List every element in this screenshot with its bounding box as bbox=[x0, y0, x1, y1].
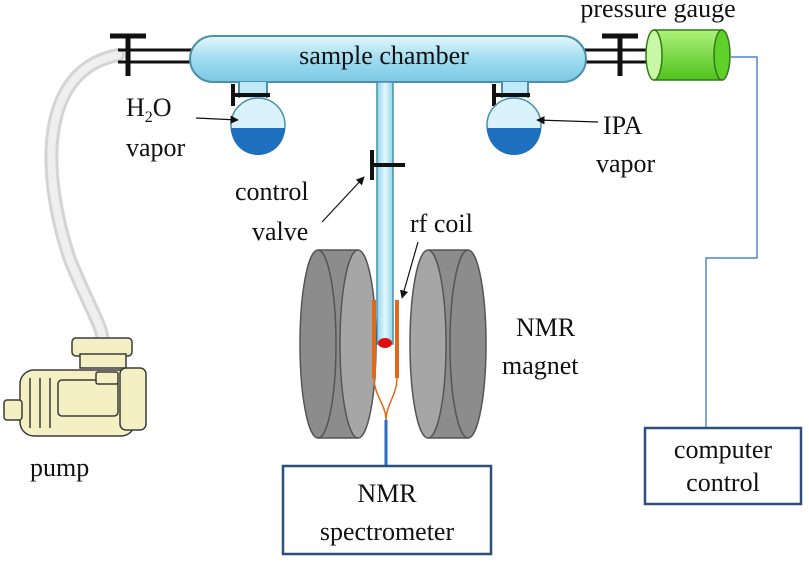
computer-line1: computer bbox=[674, 435, 773, 464]
magnet-right bbox=[409, 249, 487, 439]
magnet-left bbox=[299, 249, 377, 439]
h2o-flask bbox=[230, 82, 286, 155]
h2o-vapor-label: vapor bbox=[126, 133, 186, 162]
computer-line2: control bbox=[686, 468, 760, 497]
spectrometer-line1: NMR bbox=[357, 479, 417, 508]
sample-chamber-label: sample chamber bbox=[299, 41, 469, 70]
pump-icon bbox=[3, 337, 147, 437]
valve-label: valve bbox=[252, 217, 308, 246]
left-valve bbox=[110, 33, 195, 76]
h2o-pointer bbox=[195, 115, 239, 124]
computer-control-box bbox=[643, 426, 803, 506]
magnet-label: magnet bbox=[502, 351, 579, 380]
sample-tube bbox=[376, 81, 394, 345]
control-label: control bbox=[235, 177, 309, 206]
spectrometer-line2: spectrometer bbox=[320, 517, 455, 546]
gauge-wire bbox=[705, 56, 758, 428]
nmr-label: NMR bbox=[516, 313, 576, 342]
rf-coil bbox=[372, 300, 399, 421]
spectrometer-box bbox=[281, 464, 493, 556]
ipa-pointer bbox=[536, 116, 599, 125]
ipa-vapor-label: vapor bbox=[596, 149, 656, 178]
control-valve-pointer bbox=[321, 176, 365, 223]
right-valve bbox=[576, 33, 655, 76]
control-valve bbox=[370, 150, 405, 180]
ipa-label: IPA bbox=[603, 111, 643, 140]
pump-label: pump bbox=[30, 453, 89, 482]
h2o-label: H2O bbox=[126, 93, 172, 126]
ipa-flask bbox=[486, 82, 542, 155]
pressure-gauge-label: pressure gauge bbox=[580, 0, 735, 23]
rf-coil-label: rf coil bbox=[410, 209, 473, 238]
rf-coil-pointer bbox=[400, 241, 419, 299]
sample-droplet bbox=[378, 338, 392, 348]
pressure-gauge bbox=[645, 29, 731, 81]
